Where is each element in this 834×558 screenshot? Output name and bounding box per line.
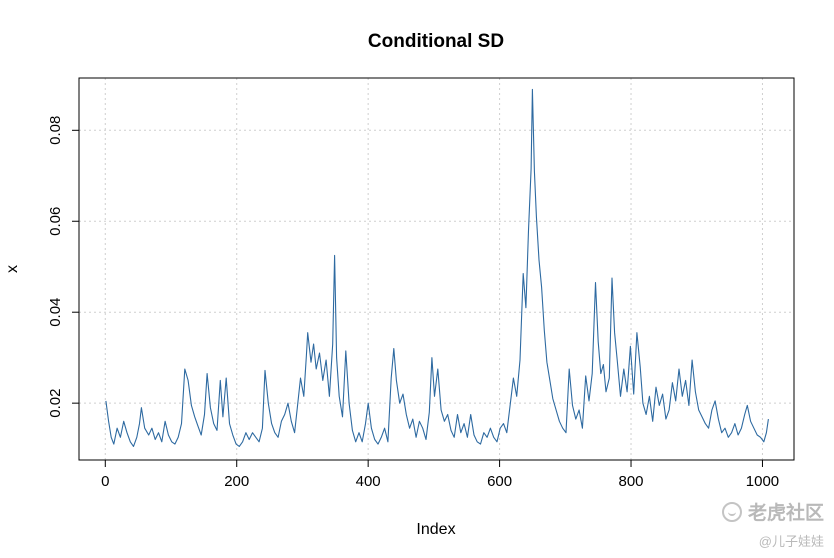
x-tick-label: 800	[619, 473, 644, 490]
watermark-sub-text: @儿子娃娃	[758, 534, 824, 549]
series-line	[105, 88, 769, 447]
y-axis-label: x	[4, 265, 21, 273]
x-tick-label: 400	[356, 473, 381, 490]
plot-frame	[78, 77, 795, 461]
tiger-community-logo-icon	[721, 501, 742, 522]
x-tick-label: 600	[487, 473, 512, 490]
chart-title: Conditional SD	[368, 31, 504, 52]
x-axis-label: Index	[416, 521, 455, 538]
x-tick-label: 1000	[746, 473, 779, 490]
x-tick-label: 0	[101, 473, 109, 490]
watermark: 老虎社区 @儿子娃娃	[721, 498, 824, 550]
watermark-main-text: 老虎社区	[747, 503, 824, 524]
grid-layer	[79, 78, 794, 460]
y-tick-label: 0.06	[47, 207, 64, 236]
y-tick-label: 0.04	[47, 298, 64, 327]
x-tick-label: 200	[224, 473, 249, 490]
y-tick-label: 0.02	[47, 389, 64, 418]
y-tick-label: 0.08	[47, 116, 64, 145]
axis-layer: 0 200 400 600 800 1000 0.02 0.04 0.06 0.08	[47, 116, 779, 490]
series-layer	[105, 88, 769, 447]
